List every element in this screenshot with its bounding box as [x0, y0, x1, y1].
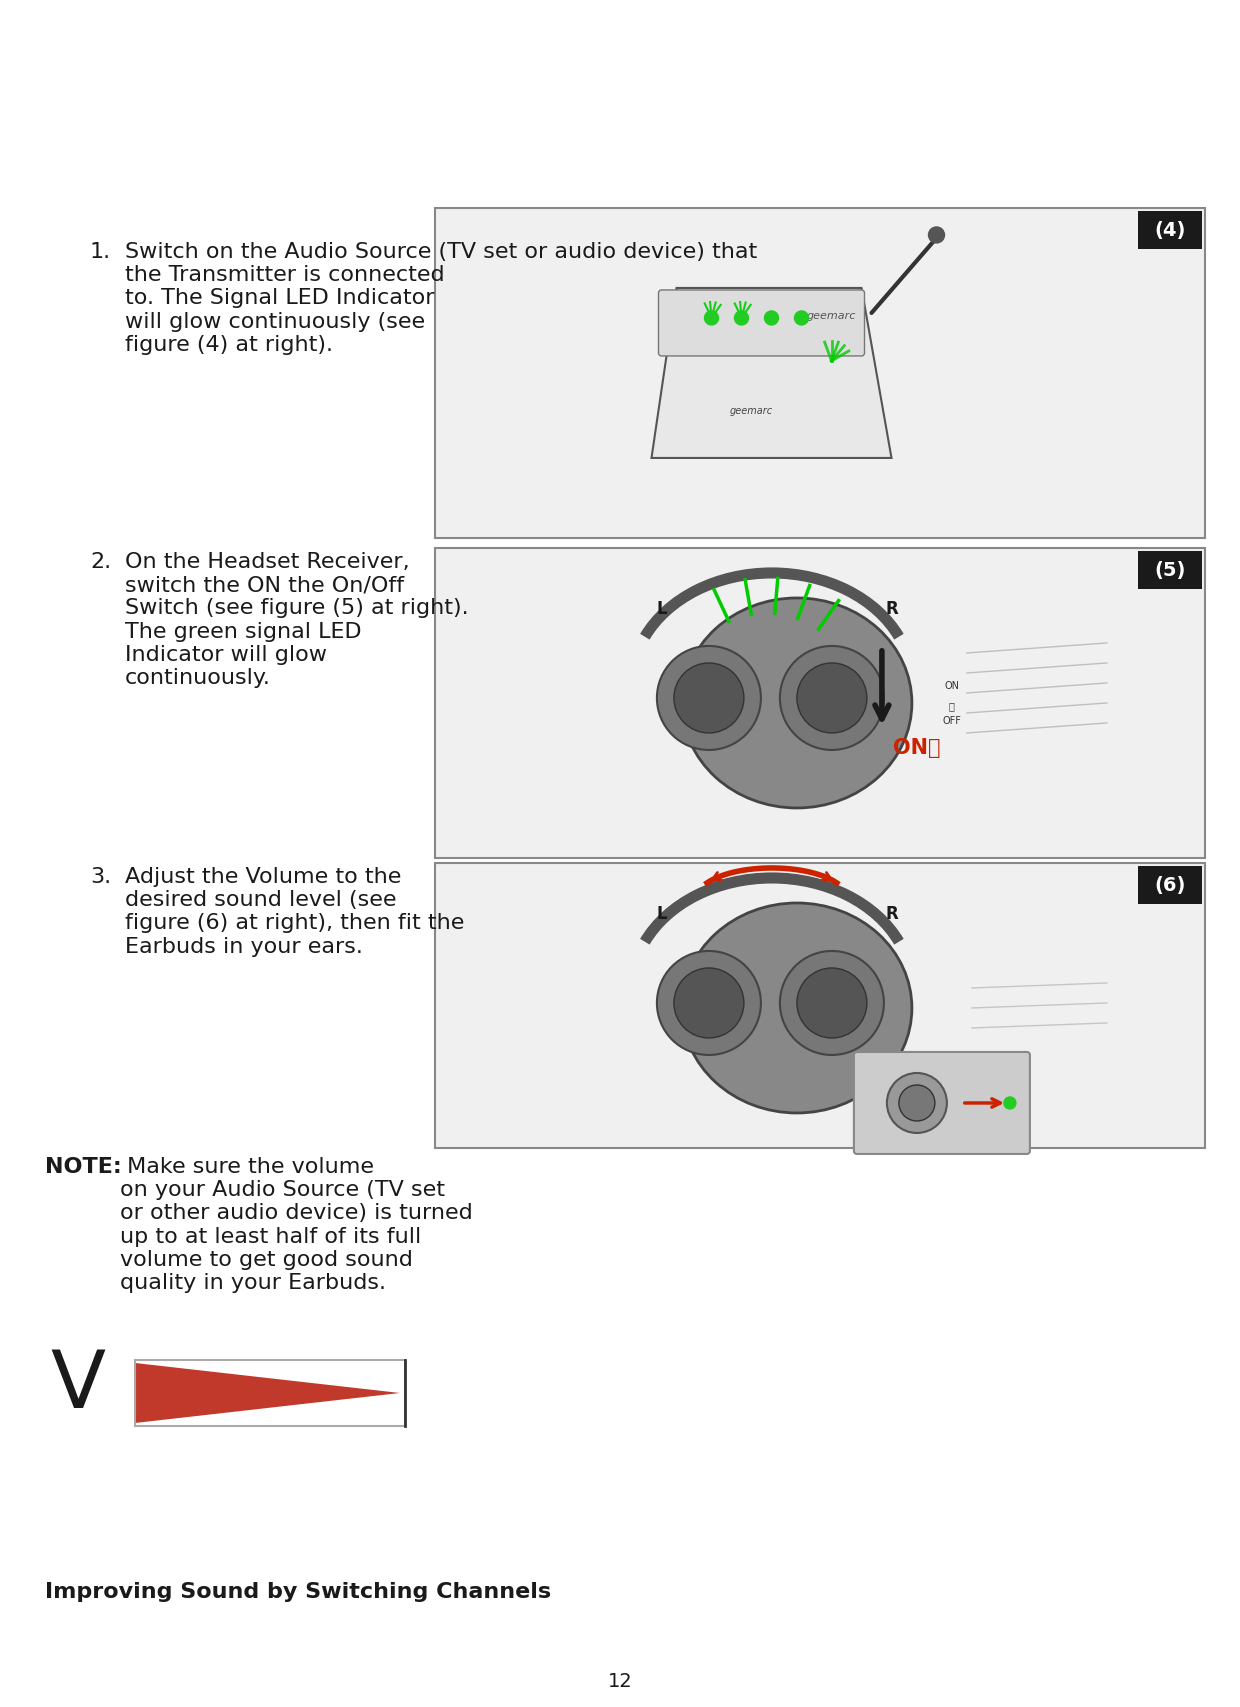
- Circle shape: [797, 664, 867, 734]
- Circle shape: [887, 1074, 947, 1133]
- Text: ON: ON: [945, 681, 960, 691]
- Circle shape: [1004, 1098, 1016, 1110]
- FancyBboxPatch shape: [435, 864, 1205, 1149]
- FancyBboxPatch shape: [1138, 212, 1202, 249]
- Text: Make sure the volume
on your Audio Source (TV set
or other audio device) is turn: Make sure the volume on your Audio Sourc…: [120, 1156, 472, 1292]
- Text: Switch on the Audio Source (TV set or audio device) that
the Transmitter is conn: Switch on the Audio Source (TV set or au…: [125, 242, 758, 355]
- Text: R: R: [885, 599, 898, 618]
- Text: 2.: 2.: [91, 551, 112, 572]
- Circle shape: [657, 647, 761, 751]
- Circle shape: [899, 1086, 935, 1121]
- Text: (6): (6): [1154, 876, 1185, 894]
- Text: ON⏻: ON⏻: [893, 737, 941, 758]
- Circle shape: [704, 312, 718, 326]
- Circle shape: [795, 312, 808, 326]
- Text: On the Headset Receiver,
switch the ON the On/Off
Switch (see figure (5) at righ: On the Headset Receiver, switch the ON t…: [125, 551, 469, 688]
- Circle shape: [797, 968, 867, 1038]
- Circle shape: [929, 227, 945, 244]
- Text: ⏻: ⏻: [949, 700, 955, 710]
- Polygon shape: [135, 1364, 401, 1424]
- Text: Improving Sound by Switching Channels: Improving Sound by Switching Channels: [45, 1581, 551, 1601]
- FancyBboxPatch shape: [1138, 867, 1202, 905]
- Ellipse shape: [682, 903, 911, 1113]
- Text: 1.: 1.: [91, 242, 112, 261]
- Circle shape: [673, 968, 744, 1038]
- Circle shape: [765, 312, 779, 326]
- Text: 12: 12: [608, 1671, 632, 1690]
- Circle shape: [673, 664, 744, 734]
- Text: L: L: [657, 905, 667, 922]
- Circle shape: [780, 951, 884, 1055]
- FancyBboxPatch shape: [854, 1052, 1030, 1154]
- FancyBboxPatch shape: [435, 208, 1205, 539]
- Text: OFF: OFF: [942, 715, 961, 725]
- Text: R: R: [885, 905, 898, 922]
- Text: OPERATION: OPERATION: [968, 34, 1203, 68]
- Text: geemarc: geemarc: [807, 311, 856, 321]
- Text: NOTE:: NOTE:: [45, 1156, 122, 1176]
- FancyBboxPatch shape: [1138, 551, 1202, 589]
- Text: geemarc: geemarc: [730, 406, 773, 417]
- Polygon shape: [651, 288, 892, 459]
- Text: L: L: [657, 599, 667, 618]
- FancyBboxPatch shape: [658, 290, 864, 357]
- Circle shape: [734, 312, 749, 326]
- FancyBboxPatch shape: [435, 548, 1205, 859]
- Circle shape: [780, 647, 884, 751]
- Text: 3.: 3.: [91, 867, 112, 886]
- Text: V: V: [50, 1347, 105, 1424]
- Circle shape: [657, 951, 761, 1055]
- Ellipse shape: [682, 599, 911, 809]
- Text: (5): (5): [1154, 562, 1185, 580]
- Text: Adjust the Volume to the
desired sound level (see
figure (6) at right), then fit: Adjust the Volume to the desired sound l…: [125, 867, 464, 956]
- Text: (4): (4): [1154, 222, 1185, 241]
